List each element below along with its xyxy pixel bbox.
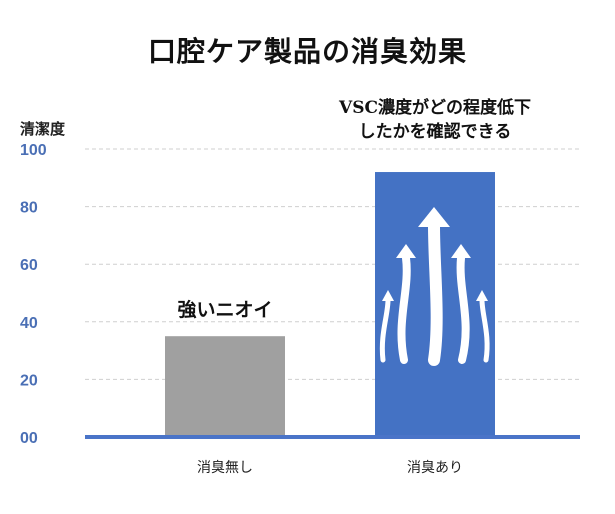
y-tick-label: 100 bbox=[20, 142, 47, 159]
x-tick-label: 消臭あり bbox=[407, 460, 463, 476]
y-tick-label: 60 bbox=[20, 257, 38, 274]
arrow-shaft bbox=[397, 254, 411, 364]
arrow-head bbox=[476, 290, 488, 301]
arrow-shaft bbox=[379, 297, 391, 363]
arrow-head bbox=[451, 244, 471, 258]
arrow-shaft bbox=[479, 297, 490, 363]
y-tick-label: 80 bbox=[20, 200, 38, 217]
arrow-head bbox=[396, 244, 416, 258]
annotation-line-2: したかを確認できる bbox=[358, 122, 512, 142]
arrow-shaft bbox=[456, 254, 470, 364]
bar-annotation-reduced: VSC濃度がどの程度低下 したかを確認できる bbox=[300, 96, 570, 144]
arrow-head bbox=[382, 290, 394, 301]
chart-title: 口腔ケア製品の消臭効果 bbox=[147, 35, 467, 68]
annotation-line-1: VSC濃度がどの程度低下 bbox=[339, 98, 531, 118]
y-tick-label: 40 bbox=[20, 315, 38, 332]
arrow-head bbox=[418, 207, 450, 227]
y-tick-label: 00 bbox=[20, 430, 38, 447]
arrow-shaft bbox=[428, 219, 443, 366]
bar-annotation-strong-odor: 強いニオイ bbox=[177, 299, 272, 321]
upward-arrows-icon bbox=[379, 207, 490, 366]
bar-no-deodorant bbox=[165, 336, 285, 437]
x-tick-label: 消臭無し bbox=[197, 460, 253, 476]
y-tick-label: 20 bbox=[20, 372, 38, 389]
y-axis-label: 清潔度 bbox=[20, 120, 66, 138]
